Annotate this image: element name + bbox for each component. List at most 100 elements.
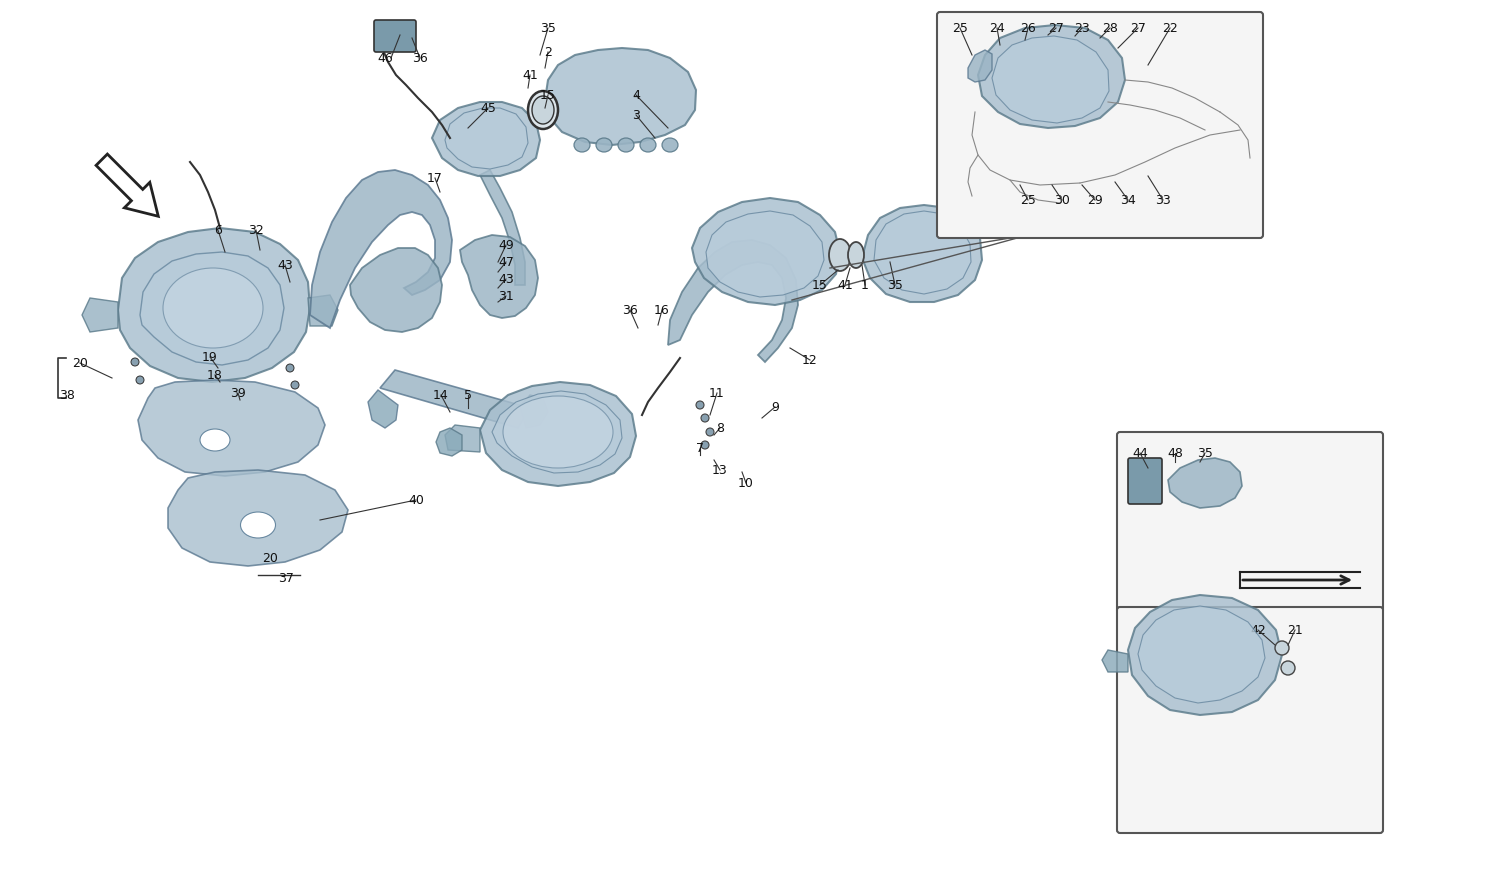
Ellipse shape (503, 396, 614, 468)
Circle shape (706, 428, 714, 436)
Ellipse shape (596, 138, 612, 152)
Polygon shape (706, 211, 824, 297)
Ellipse shape (200, 429, 230, 451)
Text: 13: 13 (712, 464, 728, 476)
Text: 9: 9 (771, 400, 778, 414)
Text: 46: 46 (376, 52, 393, 64)
Polygon shape (446, 425, 480, 452)
Text: 23: 23 (1074, 21, 1090, 35)
Polygon shape (1102, 650, 1128, 672)
Polygon shape (380, 370, 530, 428)
Polygon shape (480, 382, 636, 486)
Polygon shape (446, 108, 528, 169)
Circle shape (700, 414, 709, 422)
Polygon shape (992, 36, 1108, 123)
Text: 7: 7 (696, 441, 703, 455)
Circle shape (130, 358, 140, 366)
Text: 25: 25 (1020, 193, 1036, 206)
Ellipse shape (830, 239, 850, 271)
Ellipse shape (662, 138, 678, 152)
Text: 15: 15 (812, 279, 828, 292)
Circle shape (136, 376, 144, 384)
Text: 22: 22 (1162, 21, 1178, 35)
Text: 35: 35 (886, 279, 903, 292)
Text: 10: 10 (738, 476, 754, 490)
FancyBboxPatch shape (1128, 458, 1162, 504)
Text: 11: 11 (710, 386, 724, 400)
Ellipse shape (640, 138, 656, 152)
Text: 40: 40 (408, 493, 424, 506)
Text: 3: 3 (632, 109, 640, 122)
Polygon shape (692, 198, 840, 305)
Text: 5: 5 (464, 389, 472, 401)
Polygon shape (1138, 606, 1264, 703)
Polygon shape (96, 154, 159, 216)
Polygon shape (138, 380, 326, 476)
Polygon shape (978, 25, 1125, 128)
Text: 31: 31 (498, 289, 514, 303)
Text: 37: 37 (278, 571, 294, 585)
Polygon shape (82, 298, 118, 332)
Text: 17: 17 (427, 172, 442, 184)
Text: 27: 27 (1130, 21, 1146, 35)
Text: 44: 44 (1132, 447, 1148, 459)
Polygon shape (310, 170, 452, 328)
Text: 29: 29 (1088, 193, 1102, 206)
Ellipse shape (574, 138, 590, 152)
Circle shape (696, 401, 703, 409)
Polygon shape (460, 235, 538, 318)
Circle shape (291, 381, 298, 389)
Text: 16: 16 (654, 303, 670, 317)
Polygon shape (118, 228, 310, 382)
Polygon shape (668, 240, 798, 362)
Polygon shape (480, 170, 525, 285)
Text: 36: 36 (413, 52, 428, 64)
FancyBboxPatch shape (938, 12, 1263, 238)
Text: 4: 4 (632, 88, 640, 101)
Polygon shape (968, 50, 992, 82)
Text: 18: 18 (207, 368, 224, 382)
Text: 8: 8 (716, 422, 724, 434)
FancyBboxPatch shape (1118, 432, 1383, 613)
Text: 41: 41 (522, 69, 538, 82)
Ellipse shape (618, 138, 634, 152)
Circle shape (700, 441, 709, 449)
Text: 1: 1 (861, 279, 868, 292)
Text: 21: 21 (1287, 624, 1304, 636)
Ellipse shape (532, 96, 554, 124)
Text: 34: 34 (1120, 193, 1136, 206)
Text: 25: 25 (952, 21, 968, 35)
Polygon shape (862, 205, 982, 302)
Text: 15: 15 (540, 88, 556, 101)
Ellipse shape (847, 242, 864, 268)
Text: 28: 28 (1102, 21, 1118, 35)
FancyBboxPatch shape (1118, 607, 1383, 833)
Polygon shape (140, 252, 284, 365)
Polygon shape (436, 428, 462, 456)
Text: 30: 30 (1054, 193, 1070, 206)
Polygon shape (1168, 458, 1242, 508)
Polygon shape (168, 470, 348, 566)
Circle shape (286, 364, 294, 372)
Circle shape (1281, 661, 1294, 675)
Text: 20: 20 (262, 552, 278, 564)
Text: 38: 38 (58, 389, 75, 401)
Text: 42: 42 (1250, 624, 1266, 636)
Text: 39: 39 (230, 386, 246, 400)
Polygon shape (308, 295, 338, 326)
Polygon shape (1128, 595, 1282, 715)
Polygon shape (492, 391, 622, 473)
Text: 43: 43 (278, 258, 292, 271)
Text: 27: 27 (1048, 21, 1064, 35)
Text: 12: 12 (802, 353, 818, 367)
Polygon shape (432, 102, 540, 176)
Text: 26: 26 (1020, 21, 1036, 35)
Text: 35: 35 (540, 21, 556, 35)
Ellipse shape (528, 91, 558, 129)
Text: 43: 43 (498, 272, 514, 286)
Text: 14: 14 (433, 389, 448, 401)
Text: 24: 24 (988, 21, 1005, 35)
Text: 19: 19 (202, 351, 217, 363)
Text: 41: 41 (837, 279, 854, 292)
Text: 32: 32 (248, 223, 264, 237)
